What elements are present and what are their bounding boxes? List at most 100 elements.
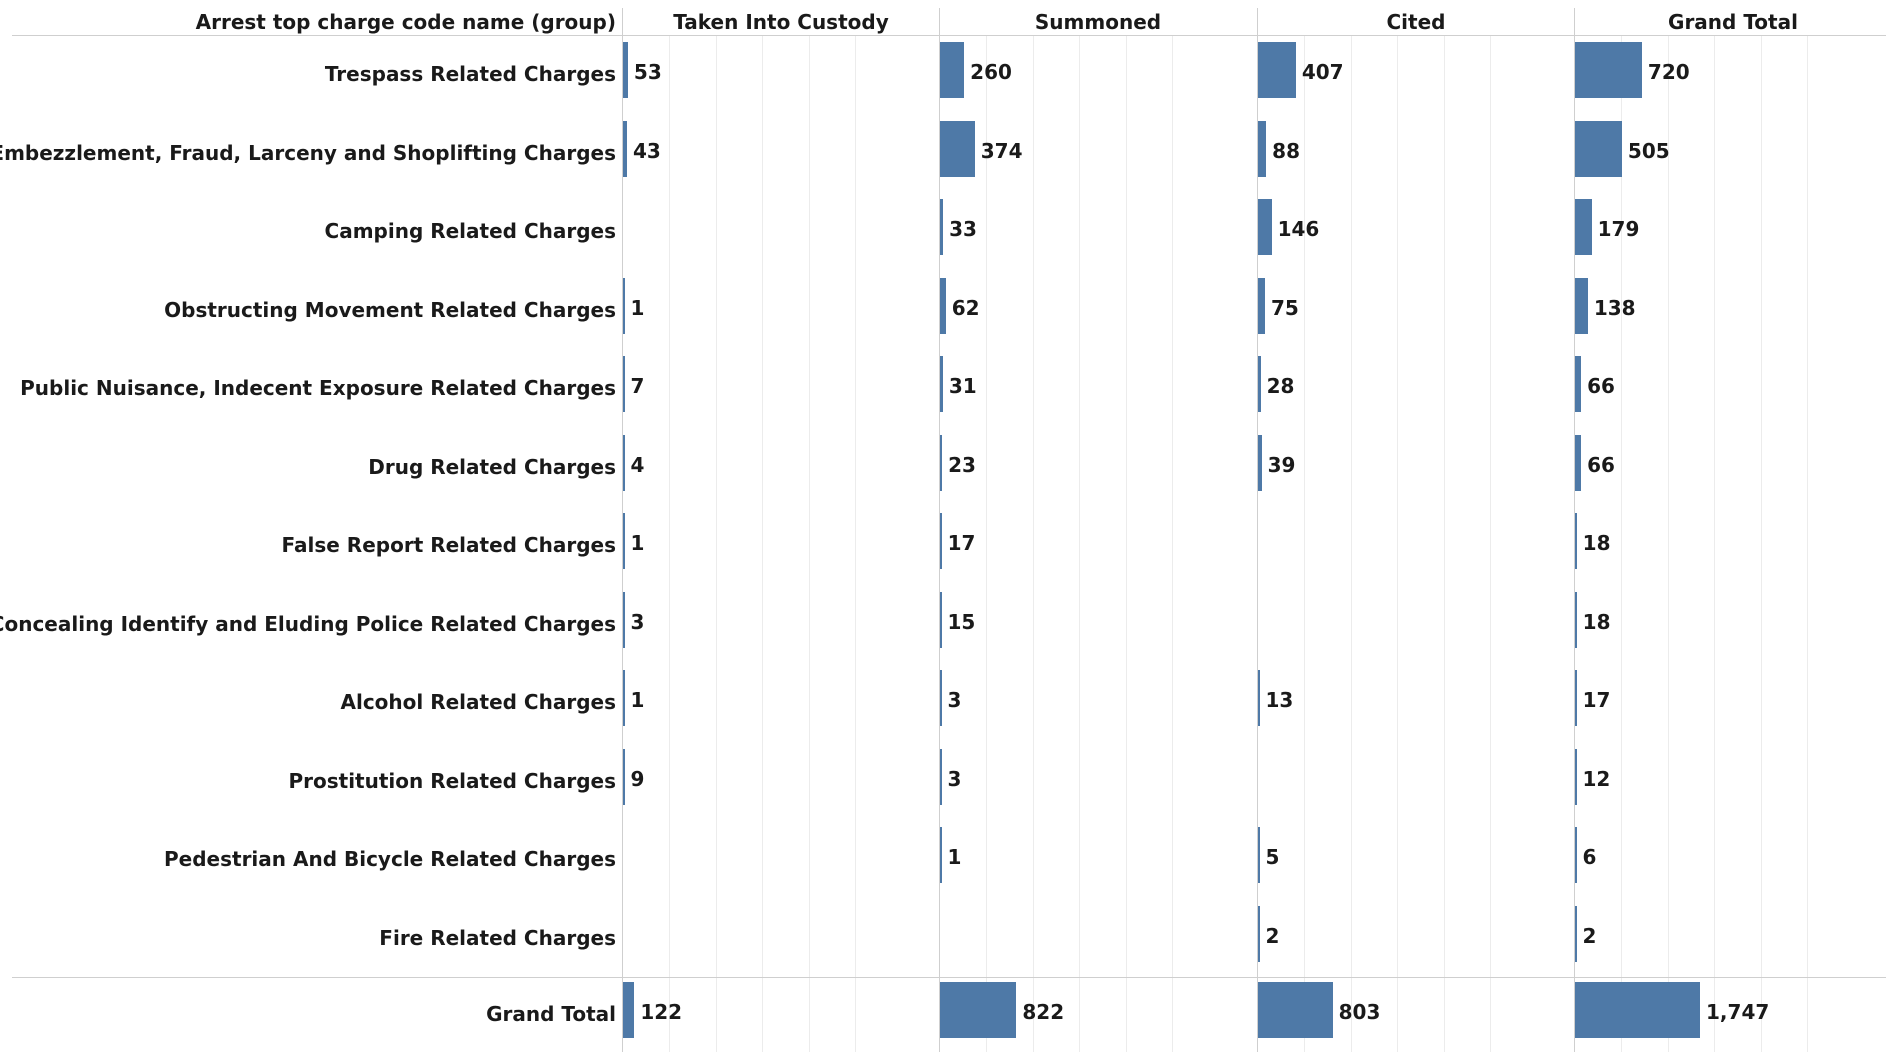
data-label: 66 (1587, 374, 1615, 398)
gridline (1032, 36, 1034, 1052)
data-label: 407 (1301, 60, 1344, 84)
bar (940, 670, 942, 726)
bar (1575, 748, 1577, 805)
bar (623, 356, 625, 412)
bar (623, 513, 625, 569)
data-label: 1 (630, 531, 645, 555)
bar (1258, 199, 1272, 255)
row-label: False Report Related Charges (281, 533, 616, 557)
gridline (808, 36, 810, 1052)
gridline (1125, 36, 1127, 1052)
data-label: 505 (1627, 138, 1670, 163)
data-label: 62 (951, 295, 980, 320)
bar (1575, 42, 1642, 98)
data-label: 18 (1582, 531, 1611, 555)
bar (623, 591, 625, 648)
bar (623, 748, 625, 805)
gridline (986, 36, 988, 1052)
total-bar (1258, 982, 1333, 1038)
row-label: Prostitution Related Charges (288, 768, 616, 793)
data-label: 2 (1582, 923, 1597, 948)
bar (940, 356, 943, 412)
column-divider (939, 8, 940, 1052)
data-label: 12 (1582, 766, 1611, 791)
gridline (715, 36, 717, 1052)
data-label: 31 (948, 374, 977, 398)
data-label: 15 (947, 609, 976, 634)
data-label: 260 (970, 60, 1012, 84)
gridline (1667, 36, 1669, 1052)
bar (940, 277, 946, 334)
data-label: 1 (630, 295, 645, 320)
bar (1575, 277, 1588, 334)
bar (623, 670, 625, 726)
gridline (1443, 36, 1445, 1052)
data-label: 3 (630, 609, 645, 634)
bar (1575, 513, 1577, 569)
data-label: 138 (1593, 295, 1636, 320)
column-divider (622, 8, 623, 1052)
bar (1258, 277, 1265, 334)
gridline (1490, 36, 1492, 1052)
row-label: Concealing Identify and Eluding Police R… (0, 611, 616, 636)
row-label: Fire Related Charges (379, 925, 616, 950)
bar (940, 591, 942, 648)
data-label: 17 (1582, 688, 1611, 712)
data-label: 9 (630, 766, 645, 791)
data-label: 374 (980, 138, 1023, 163)
bar (1575, 591, 1577, 648)
gridline (669, 36, 671, 1052)
data-label: 17 (947, 531, 976, 555)
data-label: 2 (1265, 923, 1280, 948)
data-label: 7 (630, 374, 645, 398)
data-label: 18 (1582, 609, 1611, 634)
row-header: Arrest top charge code name (group) (195, 10, 616, 34)
data-label: 146 (1277, 217, 1320, 241)
data-label: 6 (1582, 845, 1597, 869)
bar (940, 434, 943, 491)
gridline (1807, 36, 1809, 1052)
data-label: 88 (1272, 138, 1301, 163)
data-label: 179 (1597, 217, 1640, 241)
row-label: Trespass Related Charges (324, 62, 616, 86)
column-header: Cited (1386, 10, 1446, 34)
data-label: 4 (630, 452, 645, 477)
bar (623, 434, 625, 491)
bar (623, 120, 627, 177)
bar (940, 513, 942, 569)
row-label: Camping Related Charges (324, 219, 616, 243)
gridline (1172, 36, 1174, 1052)
column-divider (1257, 8, 1258, 1052)
data-label: 39 (1267, 452, 1296, 477)
bar (940, 42, 965, 98)
gridline (1714, 36, 1716, 1052)
bar (1258, 120, 1267, 177)
data-label: 23 (948, 452, 976, 477)
bar (1258, 670, 1260, 726)
total-data-label: 803 (1338, 1000, 1381, 1024)
bar (623, 42, 628, 98)
data-label: 75 (1270, 295, 1299, 320)
total-rule (12, 977, 1886, 978)
data-label: 3 (947, 688, 962, 712)
total-label: Grand Total (486, 1002, 616, 1026)
column-header: Grand Total (1668, 10, 1798, 34)
bar (1575, 434, 1582, 491)
total-data-label: 1,747 (1706, 1000, 1770, 1024)
bar (940, 827, 942, 883)
total-data-label: 122 (640, 1000, 683, 1024)
gridline (1079, 36, 1081, 1052)
data-label: 66 (1587, 452, 1615, 477)
bar (1258, 434, 1262, 491)
bar (940, 120, 975, 177)
data-label: 53 (633, 60, 662, 84)
row-label: Embezzlement, Fraud, Larceny and Shoplif… (0, 140, 616, 165)
total-bar (940, 982, 1017, 1038)
header-rule (12, 35, 1886, 36)
column-divider (1574, 8, 1575, 1052)
gridline (1304, 36, 1306, 1052)
bar (1258, 356, 1261, 412)
column-header: Summoned (1034, 10, 1162, 34)
bar (1258, 42, 1296, 98)
